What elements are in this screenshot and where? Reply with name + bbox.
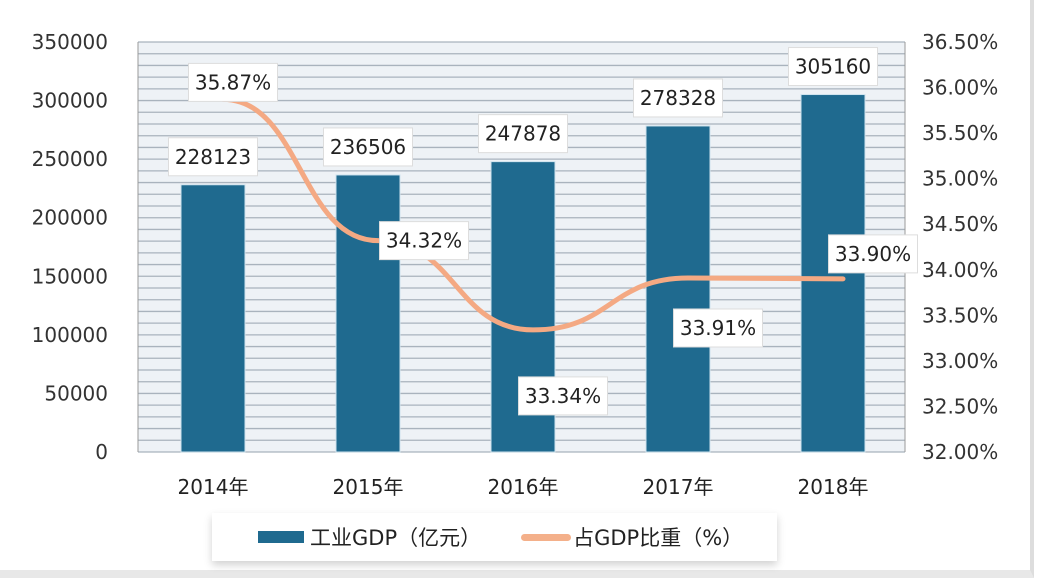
y-left-tick-label: 100000 [32, 323, 108, 347]
chart-frame [0, 0, 1034, 578]
label-text: 33.34% [525, 384, 601, 408]
y-right-tick-label: 35.50% [922, 121, 998, 145]
label-text: 34.32% [386, 229, 462, 253]
y-right-tick-label: 33.00% [922, 349, 998, 373]
y-left-tick-label: 200000 [32, 206, 108, 230]
label-box [788, 47, 878, 87]
bar [645, 125, 711, 453]
legend-bar-swatch [258, 531, 304, 543]
label-text: 278328 [640, 86, 716, 110]
label-box [323, 127, 413, 167]
label-box [188, 62, 278, 102]
legend-bar-label: 工业GDP（亿元） [310, 526, 482, 550]
bar-data-label: 236506 [323, 127, 413, 167]
y-right-tick-label: 33.50% [922, 303, 998, 327]
bar-data-label: 305160 [788, 47, 878, 87]
label-text: 236506 [330, 135, 406, 159]
line-data-label: 33.91% [673, 308, 763, 348]
y-right-tick-label: 36.00% [922, 76, 998, 100]
x-tick-label: 2014年 [178, 475, 249, 499]
legend-line-label: 占GDP比重（%） [573, 526, 744, 550]
label-text: 33.91% [680, 316, 756, 340]
x-tick-label: 2017年 [643, 475, 714, 499]
label-text: 35.87% [195, 70, 271, 94]
y-left-tick-label: 50000 [44, 381, 108, 405]
bar-data-label: 228123 [168, 137, 258, 177]
bar-data-label: 278328 [633, 78, 723, 118]
y-right-tick-label: 32.00% [922, 440, 998, 464]
line-data-label: 35.87% [188, 62, 278, 102]
x-tick-label: 2016年 [488, 475, 559, 499]
legend-item-line: 占GDP比重（%） [521, 522, 743, 552]
y-right-tick-label: 32.50% [922, 394, 998, 418]
label-text: 33.90% [835, 242, 911, 266]
x-tick-label: 2015年 [333, 475, 404, 499]
y-right-tick-label: 35.00% [922, 167, 998, 191]
bar [180, 184, 246, 453]
y-right-tick-label: 34.50% [922, 212, 998, 236]
label-box [828, 234, 918, 274]
label-box [168, 137, 258, 177]
label-box [379, 221, 469, 261]
line-data-label: 34.32% [379, 221, 469, 261]
legend-line-swatch [521, 533, 572, 541]
bar [335, 174, 401, 453]
label-box [478, 114, 568, 154]
y-right-tick-label: 34.00% [922, 258, 998, 282]
y-left-tick-label: 250000 [32, 147, 108, 171]
y-left-tick-label: 350000 [32, 30, 108, 54]
y-left-tick-label: 0 [95, 440, 108, 464]
line-data-label: 33.34% [518, 376, 608, 416]
label-box [673, 308, 763, 348]
label-text: 228123 [175, 145, 251, 169]
legend: 工业GDP（亿元） 占GDP比重（%） [212, 513, 777, 561]
bar-data-label: 247878 [478, 114, 568, 154]
x-tick-label: 2018年 [798, 475, 869, 499]
y-left-tick-label: 300000 [32, 89, 108, 113]
label-text: 305160 [795, 55, 871, 79]
y-right-tick-label: 36.50% [922, 30, 998, 54]
line-data-label: 33.90% [828, 234, 918, 274]
y-left-tick-label: 150000 [32, 264, 108, 288]
line-series [220, 96, 846, 333]
label-box [518, 376, 608, 416]
label-box [633, 78, 723, 118]
legend-item-bar: 工业GDP（亿元） [258, 522, 481, 552]
label-text: 247878 [485, 122, 561, 146]
